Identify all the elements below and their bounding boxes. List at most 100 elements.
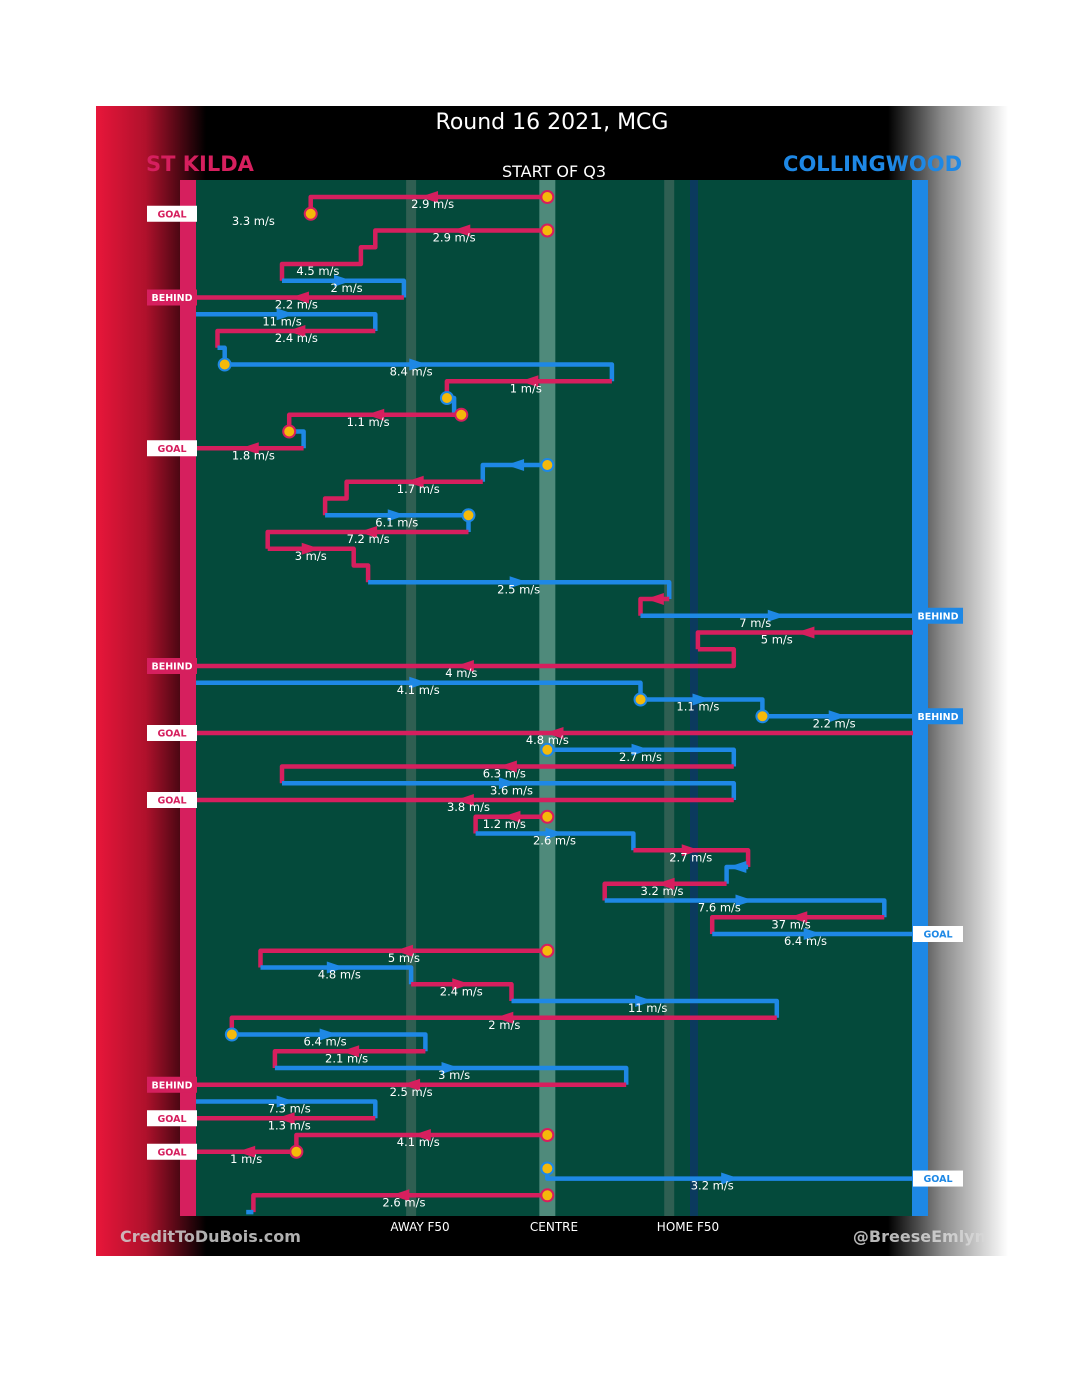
stkilda-goal-bar	[180, 180, 196, 1216]
direction-arrow-17	[509, 576, 528, 589]
chain-segment-35	[604, 898, 887, 918]
speed-label-6-0: 8.4 m/s	[390, 365, 433, 379]
speed-label-36-0: 37 m/s	[771, 917, 810, 931]
speed-label-47-0: 7.3 m/s	[268, 1102, 311, 1116]
stoppage-marker-1-0	[540, 223, 555, 238]
speed-label-4-0: 11 m/s	[262, 314, 301, 328]
direction-arrow-36	[789, 911, 808, 924]
end-tag-21: BEHIND	[151, 662, 192, 673]
end-tag-bg-21	[147, 658, 197, 674]
end-tag-25: GOAL	[157, 729, 186, 740]
speed-label-2-0: 2 m/s	[331, 281, 363, 295]
chain-segment-5	[215, 328, 376, 348]
end-tag-bg-50	[147, 1143, 197, 1160]
end-tag-50: GOAL	[157, 1147, 186, 1158]
direction-arrow-22	[409, 676, 428, 689]
chain-segment-27	[279, 764, 734, 784]
direction-arrow-19	[767, 609, 786, 622]
direction-arrow-33	[728, 861, 747, 873]
end-tag-bg-24	[913, 708, 963, 725]
speed-label-27-0: 6.3 m/s	[483, 767, 526, 781]
speed-label-49-0: 4.1 m/s	[397, 1135, 440, 1149]
chain-segment-47	[196, 1099, 378, 1119]
direction-arrow-26	[631, 743, 650, 756]
direction-arrow-50	[237, 1145, 256, 1158]
stoppage-marker-26-0	[540, 742, 555, 757]
chain-segment-17	[368, 580, 672, 599]
direction-arrow-6	[409, 358, 428, 371]
stoppage-marker-8-0	[439, 391, 454, 405]
chain-segment-34	[602, 881, 727, 901]
speed-label-0-1: 3.3 m/s	[232, 214, 275, 228]
chain-segment-41	[511, 998, 780, 1018]
end-tag-51: GOAL	[923, 1174, 952, 1185]
direction-arrow-4	[276, 308, 295, 321]
speed-label-39-0: 4.8 m/s	[318, 968, 361, 982]
speed-label-31-0: 2.6 m/s	[533, 834, 576, 848]
speed-label-1-1: 4.5 m/s	[296, 264, 339, 278]
end-tag-bg-19	[913, 607, 963, 624]
collingwood-goal-bar	[912, 180, 928, 1216]
stoppage-marker-49-0	[540, 1128, 555, 1142]
stoppage-marker-38-0	[540, 943, 555, 958]
stoppage-marker-0-1	[303, 206, 318, 221]
speed-label-41-0: 11 m/s	[628, 1001, 667, 1015]
team-name-collingwood: COLLINGWOOD	[783, 152, 962, 176]
speed-label-3-0: 2.2 m/s	[275, 298, 318, 312]
end-tag-bg-51	[913, 1170, 963, 1187]
direction-arrow-11	[240, 442, 259, 455]
direction-arrow-31	[545, 827, 564, 840]
direction-arrow-21	[455, 660, 474, 672]
direction-arrow-1	[452, 224, 471, 237]
speed-label-48-0: 1.3 m/s	[268, 1118, 311, 1132]
chain-segment-20	[695, 630, 913, 650]
end-tag-29: GOAL	[157, 796, 186, 807]
direction-arrow-51	[721, 1172, 740, 1185]
direction-arrow-35	[735, 894, 754, 907]
direction-arrow-43	[319, 1028, 338, 1041]
direction-arrow-3	[290, 291, 309, 304]
end-tag-3: BEHIND	[151, 293, 192, 304]
speed-label-42-0: 2 m/s	[488, 1018, 520, 1032]
direction-arrow-16	[301, 542, 320, 555]
stoppage-marker-12-0	[540, 458, 555, 472]
chain-segment-40	[411, 982, 514, 1001]
direction-arrow-0	[420, 191, 439, 203]
direction-arrow-18	[645, 593, 664, 605]
direction-arrow-45	[441, 1062, 460, 1074]
speed-label-20-0: 5 m/s	[761, 633, 793, 647]
direction-arrow-15	[359, 526, 378, 538]
speed-label-46-0: 2.5 m/s	[390, 1085, 433, 1099]
direction-arrow-25	[545, 727, 564, 739]
speed-label-52-0: 2.6 m/s	[382, 1195, 425, 1209]
speed-label-43-0: 6.4 m/s	[304, 1035, 347, 1049]
chain-segment-28	[282, 781, 737, 800]
speed-label-38-0: 5 m/s	[388, 951, 420, 965]
direction-arrow-24	[828, 710, 847, 723]
end-tag-37: GOAL	[923, 930, 952, 941]
direction-arrow-28	[498, 777, 517, 790]
direction-arrow-5	[287, 325, 306, 337]
quarter-label: START OF Q3	[501, 162, 607, 181]
stoppage-marker-9-1	[282, 424, 297, 439]
stoppage-marker-51-0	[540, 1161, 555, 1176]
chain-segment-38	[258, 948, 548, 968]
direction-arrow-32	[681, 844, 700, 857]
zone-label-centre: CENTRE	[529, 1220, 579, 1234]
speed-label-50-0: 1 m/s	[230, 1152, 262, 1166]
direction-arrow-30	[502, 810, 521, 823]
stoppage-marker-14-0	[461, 508, 476, 523]
speed-label-45-0: 3 m/s	[438, 1068, 470, 1082]
chain-segment-31	[475, 831, 636, 851]
stoppage-marker-49-1	[289, 1144, 304, 1159]
direction-arrow-23	[692, 693, 711, 706]
stoppage-marker-43-0	[224, 1027, 239, 1042]
speed-label-32-0: 2.7 m/s	[669, 850, 712, 864]
end-tag-11: GOAL	[157, 444, 186, 455]
speed-label-19-0: 7 m/s	[739, 616, 771, 630]
chain-segment-1	[279, 228, 548, 281]
speed-label-17-0: 2.5 m/s	[497, 582, 540, 596]
speed-label-7-0: 1 m/s	[510, 381, 542, 395]
speed-label-15-0: 7.2 m/s	[347, 532, 390, 546]
end-tag-24: BEHIND	[917, 712, 958, 723]
